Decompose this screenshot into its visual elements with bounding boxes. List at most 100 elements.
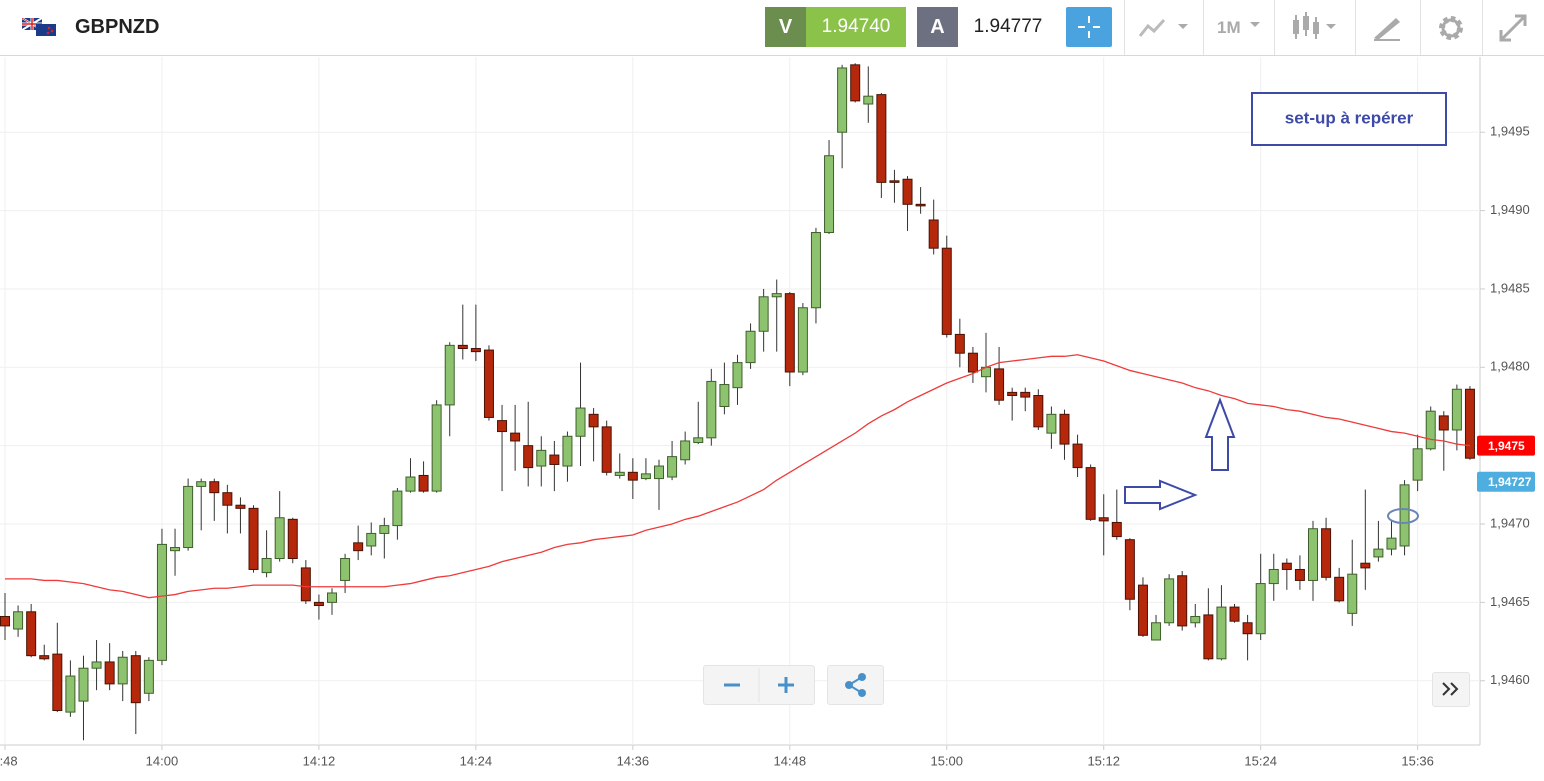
symbol: GBPNZD bbox=[75, 16, 160, 38]
toolbar: GBPNZD V 1.94740 A 1.94777 1M bbox=[0, 0, 1544, 56]
candle-body bbox=[392, 490, 403, 527]
candle-body bbox=[1308, 528, 1318, 581]
candle-body bbox=[1425, 410, 1436, 450]
candle-body bbox=[954, 333, 965, 354]
candle-body bbox=[300, 567, 311, 602]
candle-body bbox=[418, 474, 429, 492]
x-tick-label: 15:00 bbox=[930, 753, 963, 768]
drawing-button[interactable] bbox=[1372, 14, 1404, 42]
candle-body bbox=[170, 547, 181, 552]
candle-body bbox=[340, 558, 351, 581]
candle-body bbox=[1360, 562, 1371, 569]
fullscreen-button[interactable] bbox=[1497, 12, 1529, 44]
candle-body bbox=[850, 64, 861, 102]
sell-price[interactable]: 1.94740 bbox=[806, 7, 906, 47]
candle-body bbox=[52, 653, 63, 712]
price-tag-label: 1,9475 bbox=[1488, 439, 1525, 453]
candle-body bbox=[1137, 584, 1148, 636]
candle-body bbox=[614, 471, 625, 476]
candle-body bbox=[588, 413, 599, 428]
right-arrow bbox=[1124, 479, 1198, 511]
share-button[interactable] bbox=[827, 665, 884, 705]
candle-body bbox=[706, 380, 717, 439]
candle-body bbox=[863, 95, 874, 105]
candle-body bbox=[1177, 575, 1188, 627]
candle-body bbox=[1216, 606, 1227, 660]
candle-body bbox=[1255, 583, 1266, 635]
share-icon bbox=[845, 673, 866, 697]
separator bbox=[1124, 0, 1125, 55]
sell-button[interactable]: V bbox=[765, 7, 806, 47]
crosshair-icon bbox=[1078, 16, 1100, 38]
zoom-controls bbox=[703, 665, 815, 705]
candle-body bbox=[549, 454, 560, 465]
candle-body bbox=[1334, 576, 1345, 602]
candle-body bbox=[65, 675, 76, 713]
separator bbox=[1274, 0, 1275, 55]
flag-icon bbox=[22, 18, 56, 36]
candle-body bbox=[457, 344, 468, 349]
timeframe[interactable]: 1M bbox=[1217, 18, 1241, 37]
candle-body bbox=[1229, 606, 1240, 622]
annotation: set-up à repérer bbox=[1285, 108, 1414, 127]
candle-body bbox=[771, 293, 782, 298]
separator bbox=[1355, 0, 1356, 55]
up-arrow bbox=[1204, 397, 1236, 471]
candle-body bbox=[274, 517, 285, 560]
candle-body bbox=[1412, 448, 1423, 481]
candle-body bbox=[143, 659, 154, 694]
candle-body bbox=[130, 655, 141, 704]
candle-body bbox=[693, 437, 704, 444]
x-tick-label: 14:24 bbox=[460, 753, 493, 768]
candle-body bbox=[915, 203, 926, 207]
candle-body bbox=[1347, 573, 1358, 614]
candle-body bbox=[824, 155, 835, 234]
y-tick-label: 1,9460 bbox=[1490, 672, 1530, 687]
scroll-icon bbox=[1442, 682, 1459, 696]
candle-body bbox=[784, 293, 795, 373]
x-tick-label: 14:48 bbox=[774, 753, 807, 768]
candle-body bbox=[967, 352, 978, 373]
candle-body bbox=[366, 532, 377, 547]
candle-body bbox=[627, 471, 638, 481]
candle-body bbox=[1046, 413, 1057, 434]
candle-body bbox=[13, 611, 24, 630]
x-tick-label: 14:00 bbox=[146, 753, 179, 768]
buy-price[interactable]: 1.94777 bbox=[958, 7, 1058, 47]
candle-body bbox=[405, 476, 416, 492]
chart-type-button[interactable] bbox=[1138, 14, 1194, 42]
candle-body bbox=[261, 558, 272, 574]
candle-body bbox=[444, 344, 455, 406]
candle-body bbox=[235, 504, 246, 509]
candle-body bbox=[1386, 537, 1397, 550]
candle-type-button[interactable] bbox=[1290, 12, 1340, 42]
candle-body bbox=[876, 94, 887, 183]
y-tick-label: 1,9490 bbox=[1490, 202, 1530, 217]
x-tick-label: 15:36 bbox=[1401, 753, 1434, 768]
scroll-right-button[interactable] bbox=[1432, 672, 1470, 707]
candle-body bbox=[1464, 388, 1475, 459]
candle-body bbox=[797, 307, 808, 373]
candle-body bbox=[1321, 528, 1332, 578]
candle-body bbox=[810, 232, 821, 309]
candle-body bbox=[26, 611, 37, 657]
candle-body bbox=[719, 384, 730, 407]
buy-button[interactable]: A bbox=[917, 7, 958, 47]
candle-body bbox=[1020, 391, 1031, 398]
candle-body bbox=[902, 178, 913, 205]
annotation-box bbox=[1251, 92, 1447, 146]
candle-body bbox=[1242, 622, 1253, 635]
candle-body bbox=[928, 219, 939, 249]
candle-body bbox=[104, 661, 115, 685]
candle-body bbox=[497, 420, 508, 433]
candle-body bbox=[183, 485, 194, 549]
settings-button[interactable] bbox=[1435, 12, 1467, 44]
candle-body bbox=[1399, 484, 1410, 547]
separator bbox=[1420, 0, 1421, 55]
candle-body bbox=[680, 440, 691, 461]
candle-body bbox=[1190, 615, 1201, 624]
candle-body bbox=[732, 362, 743, 389]
candle-body bbox=[758, 296, 769, 332]
crosshair-button[interactable] bbox=[1066, 7, 1112, 47]
